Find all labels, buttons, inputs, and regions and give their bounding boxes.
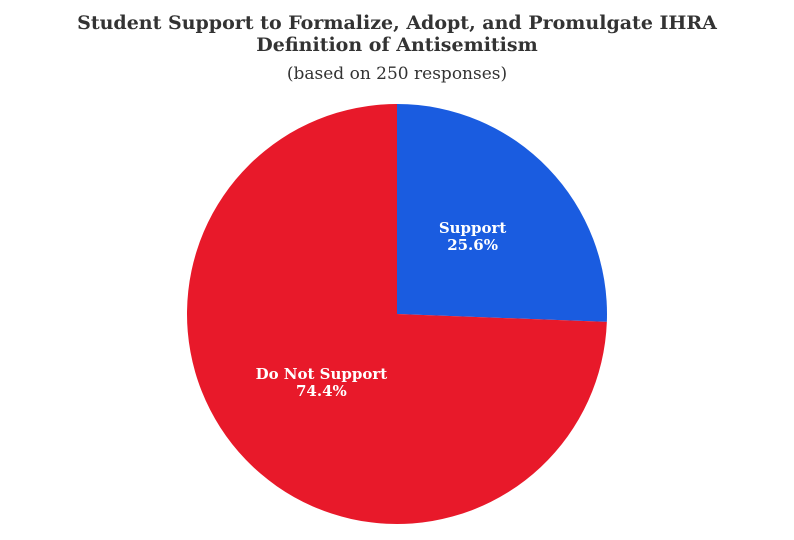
pie-slice-support (397, 104, 607, 322)
chart-title: Student Support to Formalize, Adopt, and… (0, 12, 794, 56)
chart-title-line-1: Student Support to Formalize, Adopt, and… (77, 12, 717, 34)
slice-label-support: Support (439, 219, 507, 237)
slice-label-do-not-support: Do Not Support (256, 365, 388, 383)
slice-value-support: 25.6% (447, 236, 498, 254)
pie-slice-do-not-support (186, 104, 607, 524)
chart-title-line-2: Definition of Antisemitism (256, 34, 538, 56)
chart-subtitle: (based on 250 responses) (286, 64, 508, 84)
slice-value-do-not-support: 74.4% (296, 382, 347, 400)
